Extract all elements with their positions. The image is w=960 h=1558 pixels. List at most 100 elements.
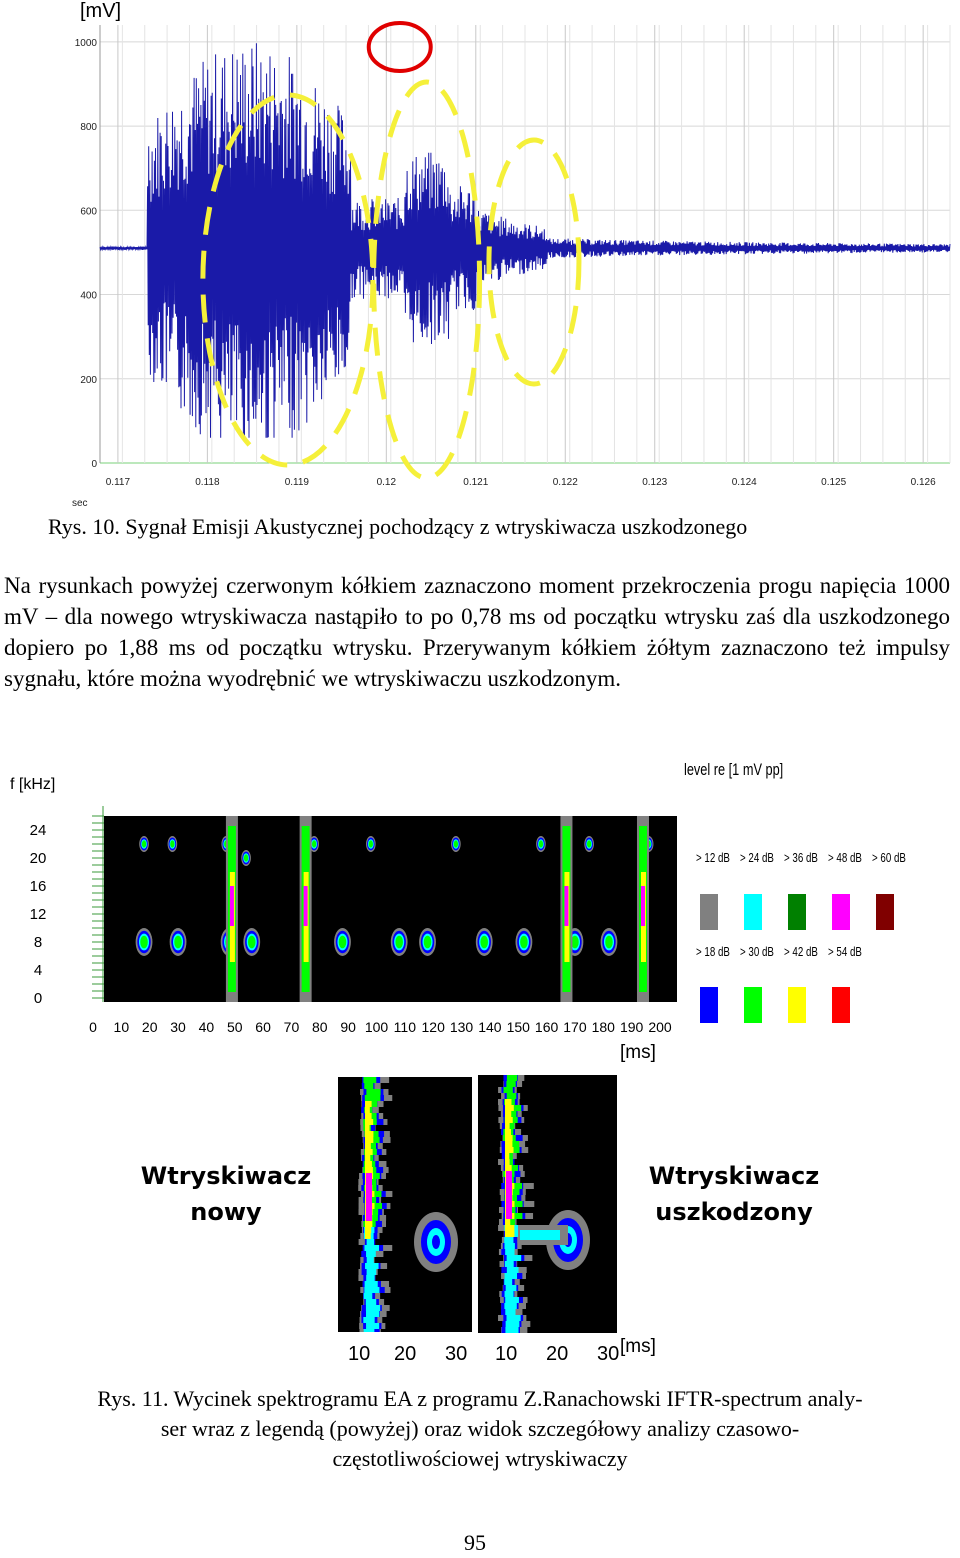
detail-cell (505, 1321, 520, 1327)
spec-blob (586, 840, 592, 848)
spec-y-tick-label: 0 (34, 990, 42, 1007)
legend-swatch (832, 987, 850, 1023)
legend-label: > 30 dB (740, 944, 774, 959)
red-threshold-circle (366, 21, 433, 73)
legend-label: > 48 dB (828, 850, 862, 865)
detail-cell (365, 1233, 371, 1239)
detail-cell (506, 1315, 521, 1321)
detail-cell (506, 1183, 512, 1189)
legend-swatch (744, 987, 762, 1023)
detail-x-unit: [ms] (620, 1336, 656, 1357)
spec-blob (520, 935, 528, 949)
detail-panel-damaged (478, 1075, 617, 1333)
ae-y-tick-label: 800 (80, 122, 97, 133)
spec-y-tick-label: 4 (34, 962, 42, 979)
fig11-y-unit: f [kHz] (10, 776, 56, 793)
detail-cell (506, 1195, 512, 1201)
detail-panel-new (338, 1077, 472, 1332)
detail-cell (366, 1143, 376, 1149)
spec-x-tick-label: 130 (450, 1019, 474, 1035)
detail-cell (366, 1251, 376, 1257)
detail-cell (503, 1087, 513, 1093)
ae-y-tick-label: 1000 (75, 38, 98, 49)
ae-y-tick-label: 200 (80, 375, 97, 386)
detail-cell (366, 1323, 380, 1329)
spectrogram-x-unit: [ms] (620, 1042, 656, 1063)
detail-cell (366, 1203, 372, 1209)
spec-x-tick-label: 60 (255, 1019, 271, 1035)
spectrogram-y-ruler (92, 806, 104, 1002)
spec-column (229, 886, 234, 926)
detail-cell (506, 1255, 522, 1261)
spec-x-tick-label: 110 (394, 1019, 417, 1035)
detail-cell (504, 1279, 513, 1285)
detail-cell (365, 1227, 372, 1233)
detail-cell (366, 1215, 372, 1221)
legend-label: > 12 dB (696, 850, 730, 865)
ae-y-ticks: 0 200 400 600 800 1000 (75, 38, 98, 470)
ae-x-tick-label: 0.119 (285, 477, 310, 488)
spec-blob (395, 935, 403, 949)
detail-cell (506, 1219, 516, 1225)
spec-column (564, 886, 569, 926)
spec-x-tick-label: 100 (365, 1019, 389, 1035)
ae-x-tick-label: 0.126 (911, 477, 936, 488)
detail-cell (366, 1275, 375, 1281)
detail-cell (364, 1245, 380, 1251)
detail-cell (505, 1309, 516, 1315)
spec-x-tick-label: 40 (199, 1019, 215, 1035)
detail-cell (504, 1291, 514, 1297)
legend-title: level re [1 mV pp] (684, 760, 784, 779)
legend-swatch (700, 894, 718, 930)
detail-cell (365, 1125, 370, 1131)
detail-cell (505, 1249, 515, 1255)
spec-x-tick-label: 70 (284, 1019, 300, 1035)
detail-cell (365, 1137, 374, 1143)
detail-cell (505, 1111, 512, 1117)
spec-x-tick-label: 180 (592, 1019, 616, 1035)
spectrogram-y-ticks: 24 20 16 12 8 4 0 (30, 822, 47, 1007)
detail-cell (506, 1201, 523, 1207)
ae-x-tick-label: 0.122 (553, 477, 578, 488)
detail-cell (366, 1209, 372, 1215)
detail-cell (506, 1189, 520, 1195)
legend-swatch (832, 894, 850, 930)
detail-cell (504, 1237, 514, 1243)
detail-cell (505, 1129, 511, 1135)
ae-x-tick-label: 0.12 (377, 477, 397, 488)
legend-swatch (788, 894, 806, 930)
detail-cell (365, 1113, 372, 1119)
detail-x-tick-label: 20 (546, 1343, 569, 1365)
spec-blob (453, 840, 459, 848)
detail-cell (504, 1273, 518, 1279)
ae-x-ticks: 0.117 0.118 0.119 0.12 0.121 0.122 0.123 0.124 0… (106, 477, 936, 488)
legend-label: > 54 dB (828, 944, 862, 959)
spec-x-tick-label: 200 (648, 1019, 672, 1035)
spec-x-tick-label: 10 (114, 1019, 130, 1035)
yellow-pulse-ellipse (371, 79, 483, 481)
detail-cell (365, 1107, 370, 1113)
spec-x-tick-label: 90 (340, 1019, 356, 1035)
detail-cell (506, 1075, 518, 1081)
detail-cell (504, 1261, 514, 1267)
detail-cell (366, 1101, 378, 1107)
detail-cell (366, 1089, 381, 1095)
detail-cell (506, 1171, 512, 1177)
detail-cell (505, 1285, 517, 1291)
detail-cell (366, 1311, 380, 1317)
detail-cell (365, 1263, 379, 1269)
detail-cell (520, 1230, 560, 1240)
detail-cell (505, 1117, 513, 1123)
detail-cell (505, 1135, 513, 1141)
detail-cell (506, 1081, 516, 1087)
ae-x-tick-label: 0.121 (463, 477, 488, 488)
fig10-x-unit: sec (72, 498, 88, 509)
detail-cell (505, 1159, 510, 1165)
detail-cell (505, 1105, 514, 1111)
spec-column (303, 886, 308, 926)
detail-cell (365, 1155, 371, 1161)
detail-cell (364, 1287, 380, 1293)
detail-cell (506, 1177, 512, 1183)
detail-cell (366, 1185, 372, 1191)
spec-blob (170, 840, 175, 848)
